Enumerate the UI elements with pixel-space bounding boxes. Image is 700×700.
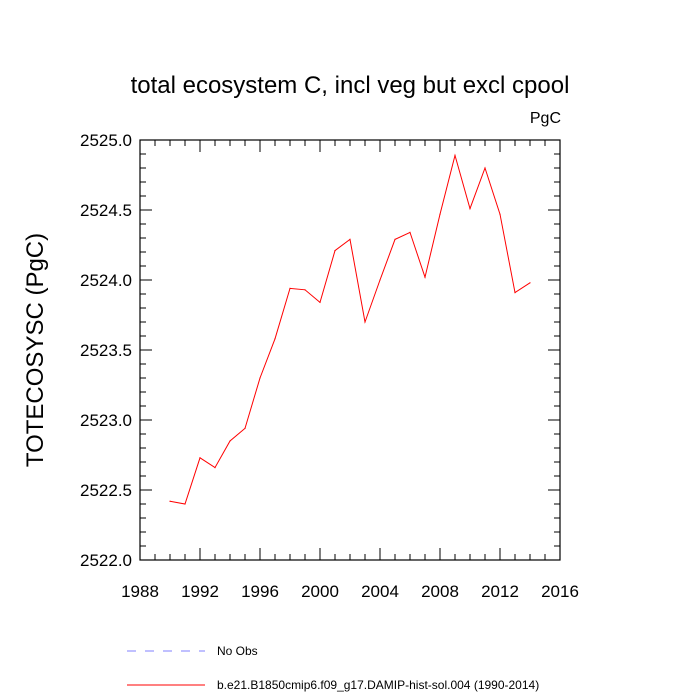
data-point: [379, 279, 381, 281]
data-point: [454, 154, 456, 156]
x-axis-ticks: [139, 140, 561, 560]
data-point: [289, 287, 291, 289]
data-point: [184, 503, 186, 505]
data-point: [484, 167, 486, 169]
y-tick-label: 2524.0: [80, 271, 132, 290]
data-point: [364, 321, 366, 323]
x-tick-label: 2000: [301, 582, 339, 601]
y-axis-label: TOTECOSYSC (PgC): [22, 233, 49, 467]
legend-label: b.e21.B1850cmip6.f09_g17.DAMIP-hist-sol.…: [217, 678, 539, 692]
data-point: [244, 427, 246, 429]
data-point: [469, 208, 471, 210]
y-tick-label: 2522.0: [80, 551, 132, 570]
data-point: [259, 377, 261, 379]
plot-frame: [139, 139, 561, 561]
data-point: [274, 338, 276, 340]
x-tick-label: 2012: [481, 582, 519, 601]
y-axis-tick-labels: 2522.0 2522.5 2523.0 2523.5 2524.0 2524.5 2525…: [80, 131, 132, 570]
y-tick-label: 2523.0: [80, 411, 132, 430]
data-point: [334, 250, 336, 252]
y-tick-label: 2522.5: [80, 481, 132, 500]
data-point: [424, 276, 426, 278]
data-point: [409, 231, 411, 233]
legend: No Obs b.e21.B1850cmip6.f09_g17.DAMIP-his…: [127, 644, 539, 692]
chart-title: total ecosystem C, incl veg but excl cpo…: [131, 72, 570, 99]
x-tick-label: 2016: [541, 582, 579, 601]
data-point: [439, 213, 441, 215]
y-tick-label: 2523.5: [80, 341, 132, 360]
y-tick-label: 2525.0: [80, 131, 132, 150]
x-axis-tick-labels: 1988 1992 1996 2000 2004 2008 2012 2016: [121, 582, 579, 601]
x-tick-label: 1996: [241, 582, 279, 601]
legend-label: No Obs: [217, 644, 258, 658]
x-tick-label: 2008: [421, 582, 459, 601]
y-axis-ticks: [140, 139, 560, 561]
x-tick-label: 2004: [361, 582, 399, 601]
data-point: [499, 213, 501, 215]
data-point: [169, 500, 171, 502]
x-tick-label: 1992: [181, 582, 219, 601]
x-tick-label: 1988: [121, 582, 159, 601]
data-point: [199, 457, 201, 459]
series-layer: [169, 153, 531, 505]
data-point: [319, 301, 321, 303]
series-line-0: [169, 153, 531, 505]
data-point: [304, 289, 306, 291]
units-label: PgC: [530, 110, 561, 127]
data-point: [229, 440, 231, 442]
y-tick-label: 2524.5: [80, 201, 132, 220]
data-point: [514, 292, 516, 294]
data-point: [394, 238, 396, 240]
data-point: [214, 467, 216, 469]
data-point: [529, 282, 531, 284]
data-point: [349, 238, 351, 240]
